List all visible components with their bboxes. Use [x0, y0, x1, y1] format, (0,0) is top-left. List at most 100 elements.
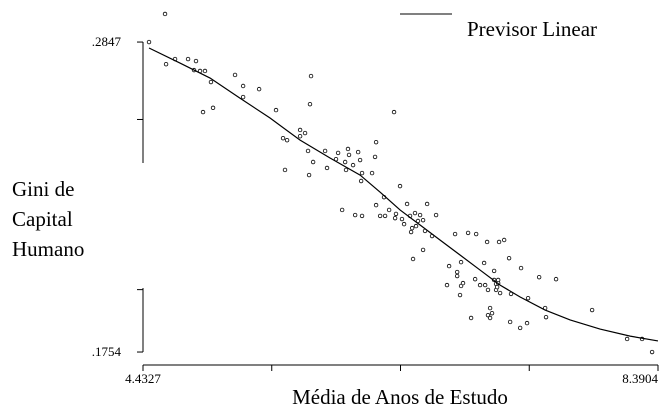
- point: [446, 263, 452, 269]
- point: [473, 231, 479, 237]
- point: [322, 148, 328, 154]
- point: [491, 268, 497, 274]
- point: [489, 310, 495, 316]
- point: [524, 320, 530, 326]
- y-tick-label: .1754: [92, 344, 122, 359]
- point: [444, 282, 450, 288]
- point: [409, 225, 415, 231]
- point: [536, 274, 542, 280]
- y-axis-title-line: Humano: [12, 237, 84, 261]
- point: [193, 58, 199, 64]
- point: [146, 39, 152, 45]
- point: [210, 105, 216, 111]
- point: [458, 283, 464, 289]
- point: [454, 273, 460, 279]
- point: [518, 265, 524, 271]
- point: [649, 349, 655, 355]
- point: [424, 201, 430, 207]
- point: [357, 157, 363, 163]
- point: [501, 237, 507, 243]
- point: [373, 139, 379, 145]
- point: [487, 315, 493, 321]
- point: [324, 165, 330, 171]
- y-axis-title-line: Gini de: [12, 177, 74, 201]
- point: [553, 276, 559, 282]
- point: [200, 109, 206, 115]
- point: [410, 256, 416, 262]
- point: [305, 148, 311, 154]
- point: [399, 216, 405, 222]
- point: [208, 79, 214, 85]
- point: [458, 259, 464, 265]
- legend-label: Previsor Linear: [467, 17, 597, 41]
- point: [373, 202, 379, 208]
- fit-line: [148, 47, 659, 342]
- point: [408, 229, 414, 235]
- point: [472, 276, 478, 282]
- point: [484, 239, 490, 245]
- point: [232, 72, 238, 78]
- x-tick-label: 4.4327: [125, 371, 161, 386]
- point: [282, 167, 288, 173]
- point: [306, 172, 312, 178]
- point: [256, 86, 262, 92]
- point: [393, 211, 399, 217]
- point: [345, 146, 351, 152]
- point: [494, 284, 500, 290]
- point: [433, 212, 439, 218]
- point: [485, 287, 491, 293]
- point: [468, 315, 474, 321]
- point: [413, 223, 419, 229]
- point: [346, 152, 352, 158]
- point: [343, 167, 349, 173]
- point: [369, 170, 375, 176]
- point: [624, 336, 630, 342]
- x-tick-label: 8.3904: [622, 371, 658, 386]
- point: [485, 312, 491, 318]
- point: [297, 134, 303, 139]
- point: [457, 292, 463, 298]
- point: [163, 61, 169, 67]
- point: [417, 212, 423, 218]
- point: [307, 101, 313, 107]
- point: [397, 183, 403, 189]
- point: [495, 277, 501, 283]
- point: [185, 56, 191, 62]
- point: [382, 213, 388, 219]
- point: [342, 159, 348, 165]
- y-tick-label: .2847: [92, 34, 122, 49]
- point: [372, 154, 378, 160]
- point: [310, 159, 316, 165]
- point: [240, 94, 246, 100]
- point: [487, 305, 493, 311]
- point: [377, 213, 383, 219]
- x-axis-title: Média de Anos de Estudo: [292, 385, 508, 409]
- point: [284, 137, 290, 143]
- point: [392, 215, 398, 221]
- point: [404, 201, 410, 207]
- point: [420, 217, 426, 223]
- point: [273, 107, 279, 113]
- point: [308, 73, 314, 79]
- point: [412, 210, 418, 216]
- point: [359, 213, 365, 219]
- point: [481, 260, 487, 266]
- point: [465, 230, 471, 236]
- point: [202, 68, 208, 74]
- point: [401, 221, 407, 227]
- point: [497, 290, 503, 296]
- point: [454, 269, 460, 275]
- point: [525, 295, 531, 301]
- point: [297, 127, 303, 133]
- point: [506, 255, 512, 261]
- point: [391, 109, 397, 115]
- point: [359, 170, 365, 176]
- point: [507, 319, 513, 325]
- point: [339, 207, 345, 213]
- point: [482, 282, 488, 288]
- point: [420, 247, 426, 253]
- point: [543, 314, 549, 320]
- y-axis-title-line: Capital: [12, 207, 73, 231]
- point: [352, 212, 358, 218]
